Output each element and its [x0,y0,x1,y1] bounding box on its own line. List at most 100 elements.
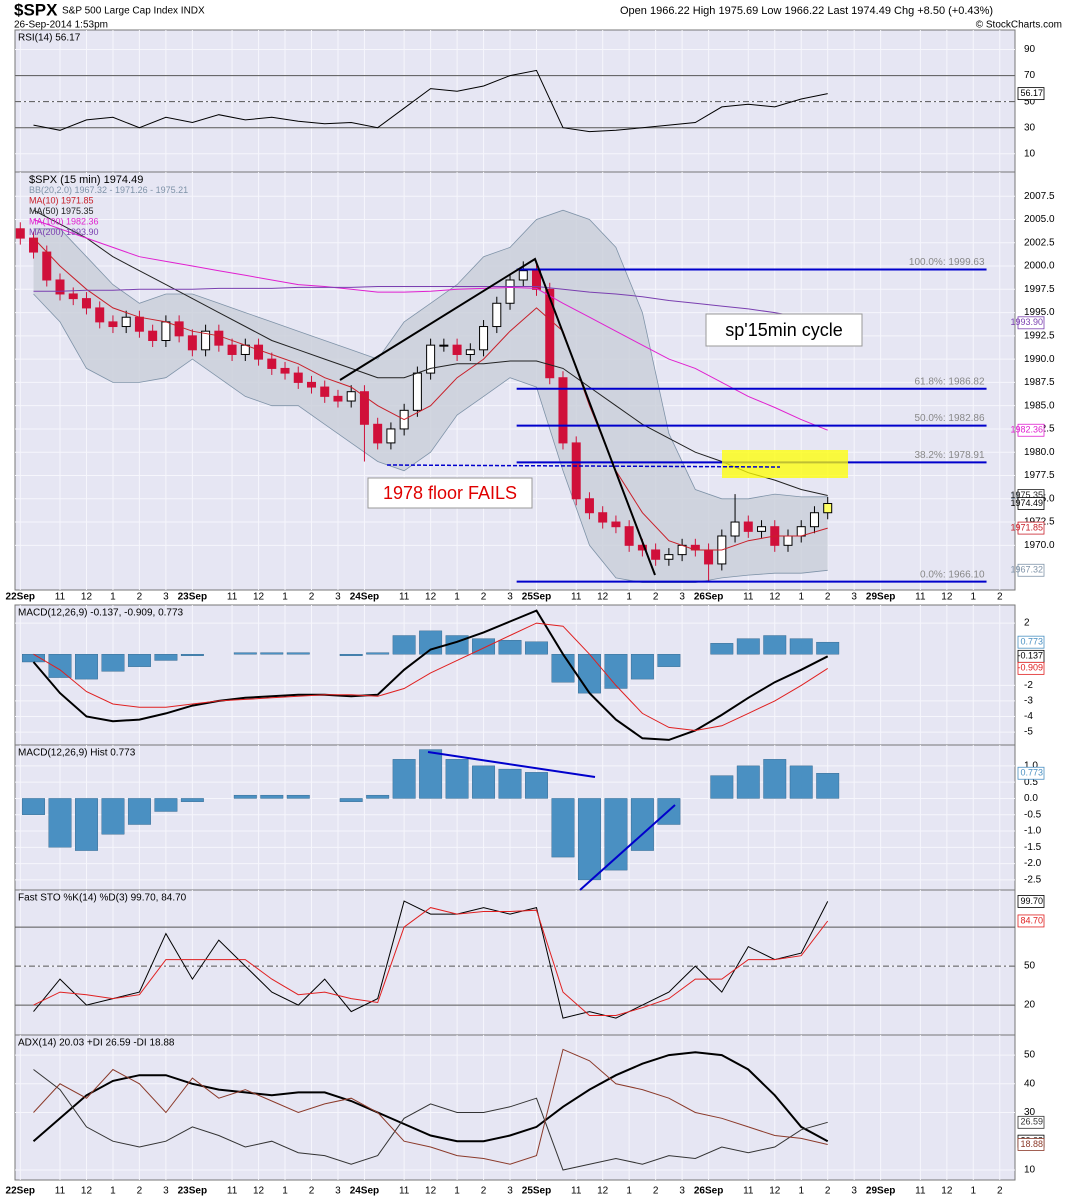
y-tick-label: -2.5 [1024,875,1042,886]
x-tick-label: 3 [851,1186,857,1197]
x-tick-label: 1 [626,1186,632,1197]
candle-body [386,428,396,444]
candle-body [267,358,277,369]
histogram-bar [260,652,284,655]
legend-entry: MA(50) 1975.35 [29,206,94,216]
y-tick-label: 0.5 [1024,777,1038,788]
histogram-bar [392,635,416,655]
x-tick-label: 1 [454,1186,460,1197]
histogram-bar [578,798,601,881]
x-tick-label: 11 [399,592,410,603]
histogram-bar [551,798,575,858]
candle-body [373,423,383,444]
value-label: 99.70 [1020,896,1043,906]
fib-label: 61.8%: 1986.82 [914,376,984,387]
indicator-line [33,219,828,431]
histogram-bar [657,654,681,667]
y-tick-label: 1995.0 [1024,307,1055,318]
panel-background [14,29,1016,173]
histogram-bar [578,654,601,694]
histogram-bar [154,798,178,812]
histogram-bar [736,765,760,799]
credit: © StockCharts.com [976,20,1062,31]
x-tick-label: 2 [309,592,315,603]
y-tick-label: 1997.5 [1024,284,1055,295]
fib-label: 100.0%: 1999.63 [909,257,985,268]
x-tick-label: 11 [915,592,926,603]
histogram-bar [339,654,363,656]
candle-body [584,498,594,514]
x-tick-label: 2 [997,1186,1003,1197]
datetime: 26-Sep-2014 1:53pm [14,20,108,31]
x-tick-label: 1 [626,592,632,603]
y-tick-label: 30 [1024,122,1036,133]
histogram-bar [233,652,257,655]
value-label: 0.773 [1020,637,1043,647]
x-tick-label: 3 [507,592,513,603]
x-tick-label: 26Sep [694,592,723,603]
candle-body [15,228,25,239]
candle-body [333,395,343,402]
panel-background [14,889,1016,1036]
legend-entry: MA(200) 1993.90 [29,227,99,237]
x-tick-label: 26Sep [694,1186,723,1197]
candle-body [161,321,171,342]
histogram-bar [127,798,151,825]
value-label: 0.773 [1020,768,1043,778]
candle-body [148,330,158,342]
candle-body [479,326,489,351]
x-tick-label: 22Sep [6,1186,35,1197]
y-tick-label: 1987.5 [1024,377,1055,388]
candle-body [108,321,118,328]
x-tick-label: 11 [55,592,66,603]
highlight-box [722,450,848,478]
value-box [1017,497,1045,510]
value-label: -0.137 [1017,651,1043,661]
candle-body [796,526,806,537]
histogram-bar [180,798,204,802]
bollinger-edge [33,209,828,500]
annotation-box [705,313,863,347]
candle-body [532,270,542,290]
candle-body [518,270,528,281]
x-tick-label: 3 [507,1186,513,1197]
y-tick-label: 50 [1024,96,1036,107]
annotation-text: sp'15min cycle [725,320,842,340]
candle-body [412,372,422,411]
y-tick-label: -1.5 [1024,842,1042,853]
y-tick-label: 2000.0 [1024,261,1055,272]
y-tick-label: 2 [1024,618,1030,629]
candle-body [134,316,144,332]
candle-body [783,535,793,546]
x-tick-label: 2 [137,592,143,603]
y-tick-label: 0.0 [1024,793,1038,804]
y-tick-label: -1.0 [1024,826,1042,837]
histogram-bar [127,654,151,667]
indicator-line [33,1048,828,1165]
histogram-bar [48,798,72,848]
candle-body [823,503,833,514]
x-tick-label: 2 [481,1186,487,1197]
y-tick-label: 1977.5 [1024,470,1055,481]
histogram-bar [260,794,284,799]
candle-body [55,279,65,295]
candle-body [346,391,356,402]
histogram-bar [366,794,390,799]
histogram-bar [525,641,548,655]
panel-background [14,1034,1016,1181]
fib-label: 38.2%: 1978.91 [914,450,984,461]
candle-body [558,377,568,444]
x-tick-label: 29Sep [866,592,895,603]
histogram-bar [101,798,125,835]
value-label: 56.17 [1020,88,1043,98]
x-tick-label: 11 [743,592,754,603]
candle-body [757,526,767,532]
indicator-line [33,900,829,1019]
x-tick-label: 23Sep [178,592,207,603]
x-tick-label: 2 [481,592,487,603]
x-tick-label: 11 [55,1186,66,1197]
value-box [1017,635,1045,649]
x-tick-label: 25Sep [522,592,551,603]
